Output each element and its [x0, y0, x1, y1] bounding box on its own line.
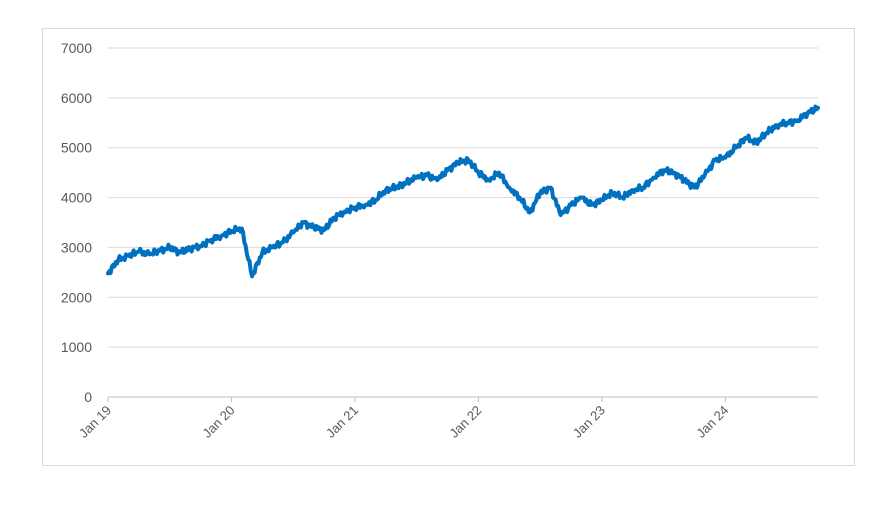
y-tick-label: 4000 — [61, 190, 92, 206]
y-axis-ticks: 0 1000 2000 3000 4000 5000 6000 7000 — [61, 40, 92, 405]
x-tick-label: Jan 23 — [570, 403, 608, 441]
y-tick-label: 2000 — [61, 289, 92, 305]
series-line — [106, 104, 820, 279]
y-tick-label: 3000 — [61, 239, 92, 255]
x-tick-label: Jan 21 — [323, 403, 361, 441]
y-tick-label: 0 — [84, 389, 92, 405]
x-axis-ticks: Jan 19 Jan 20 Jan 21 Jan 22 Jan 23 Jan 2… — [76, 403, 732, 441]
y-tick-label: 6000 — [61, 90, 92, 106]
x-tick-label: Jan 20 — [199, 403, 237, 441]
x-tick-label: Jan 24 — [693, 403, 731, 441]
y-tick-label: 1000 — [61, 339, 92, 355]
x-tick-label: Jan 22 — [446, 403, 484, 441]
x-tick-label: Jan 19 — [76, 403, 114, 441]
y-tick-label: 7000 — [61, 40, 92, 56]
gridlines — [107, 47, 818, 402]
y-tick-label: 5000 — [61, 140, 92, 156]
